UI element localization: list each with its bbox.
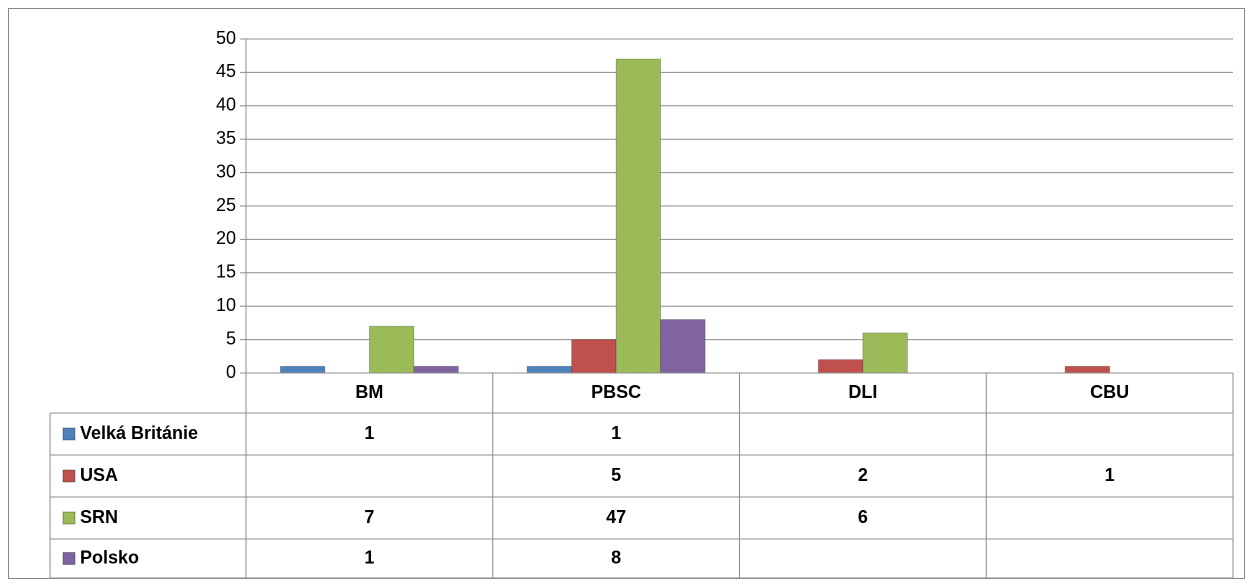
- y-tick-label: 35: [216, 128, 236, 148]
- y-tick-label: 0: [226, 362, 236, 382]
- legend-label: SRN: [80, 507, 118, 527]
- legend-label: Polsko: [80, 547, 139, 567]
- table-value: 1: [364, 547, 374, 567]
- legend-key: [62, 552, 76, 565]
- table-value: 1: [364, 423, 374, 443]
- bar: [817, 359, 864, 374]
- y-tick-label: 40: [216, 95, 236, 115]
- legend-key: [62, 511, 76, 525]
- bar: [279, 365, 326, 374]
- table-value: 7: [364, 507, 374, 527]
- legend-key: [62, 427, 76, 441]
- y-tick-label: 50: [216, 28, 236, 48]
- x-tick-label: DLI: [848, 382, 877, 402]
- y-tick-label: 10: [216, 295, 236, 315]
- bar: [571, 339, 617, 374]
- bar: [660, 319, 706, 374]
- y-tick-label: 20: [216, 228, 236, 248]
- table-value: 1: [611, 423, 621, 443]
- table-value: 6: [858, 507, 868, 527]
- legend-label: USA: [80, 465, 118, 485]
- y-tick-label: 30: [216, 161, 236, 181]
- table-value: 8: [611, 547, 621, 567]
- y-tick-label: 5: [226, 328, 236, 348]
- table-value: 2: [858, 465, 868, 485]
- table-value: 5: [611, 465, 621, 485]
- bar: [413, 365, 459, 374]
- bar: [1064, 365, 1111, 374]
- legend-label: Velká Británie: [80, 423, 198, 443]
- bar: [862, 332, 908, 374]
- x-tick-label: BM: [355, 382, 383, 402]
- x-tick-label: CBU: [1090, 382, 1129, 402]
- y-tick-label: 45: [216, 61, 236, 81]
- table-value: 47: [606, 507, 626, 527]
- bar: [615, 58, 662, 374]
- y-tick-label: 25: [216, 195, 236, 215]
- bar: [368, 325, 415, 374]
- y-tick-label: 15: [216, 262, 236, 282]
- legend-key: [62, 469, 76, 483]
- bar: [526, 365, 573, 374]
- table-value: 1: [1105, 465, 1115, 485]
- x-tick-label: PBSC: [591, 382, 641, 402]
